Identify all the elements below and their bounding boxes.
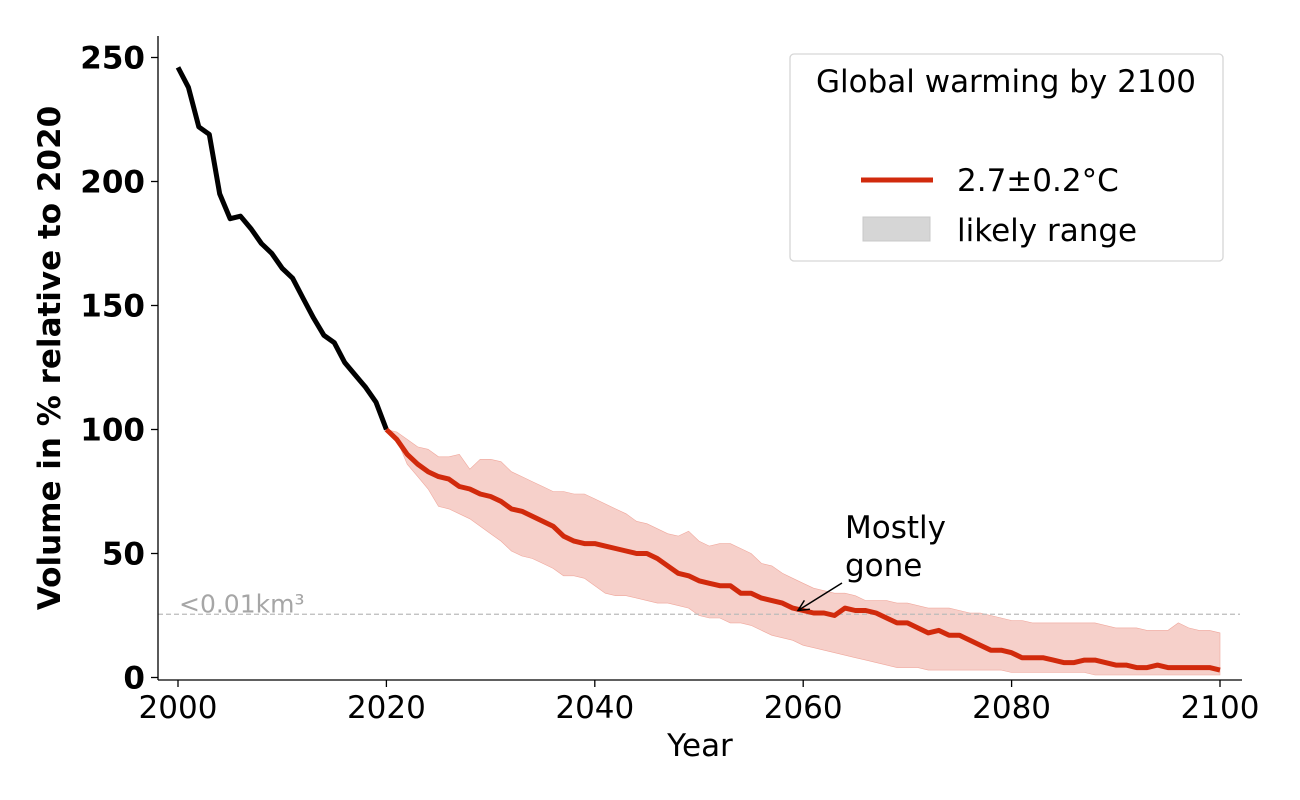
annotation-line-2: gone [845,548,922,584]
y-tick-label: 250 [80,41,145,77]
threshold-group: <0.01km³ [158,589,1240,618]
y-tick-label: 100 [80,413,145,449]
annotation-line-1: Mostly [845,510,946,546]
y-tick-label: 200 [80,165,145,201]
y-axis-label: Volume in % relative to 2020 [32,106,68,610]
x-tick-label: 2100 [1181,690,1260,726]
x-tick-label: 2020 [347,690,426,726]
legend-title: Global warming by 2100 [816,64,1196,100]
axes-group [157,36,1242,681]
annotation-group: Mostly gone [796,510,946,612]
likely-range-band [385,428,1221,676]
x-tick-label: 2060 [764,690,843,726]
x-ticks-group: 2000 2020 2040 2060 2080 2100 [139,680,1260,726]
x-axis-label: Year [666,728,733,764]
observed-series-line [175,66,389,431]
likely-range-band-group [385,428,1221,676]
legend-entry-warming: 2.7±0.2°C [957,163,1119,199]
y-tick-label: 50 [102,537,145,573]
annotation-arrow-head [796,599,810,612]
legend-frame [789,53,1224,262]
y-ticks-group: 0 50 100 150 200 250 [80,41,158,697]
legend-patch-swatch [862,216,931,242]
y-tick-label: 0 [123,661,145,697]
x-tick-label: 2040 [555,690,634,726]
annotation-arrow [797,582,843,612]
threshold-label: <0.01km³ [179,589,304,618]
legend: Global warming by 2100 2.7±0.2°C likely … [789,53,1224,262]
x-tick-label: 2080 [972,690,1051,726]
legend-entry-likely-range: likely range [957,213,1137,249]
y-tick-label: 150 [80,289,145,325]
x-tick-label: 2000 [139,690,218,726]
